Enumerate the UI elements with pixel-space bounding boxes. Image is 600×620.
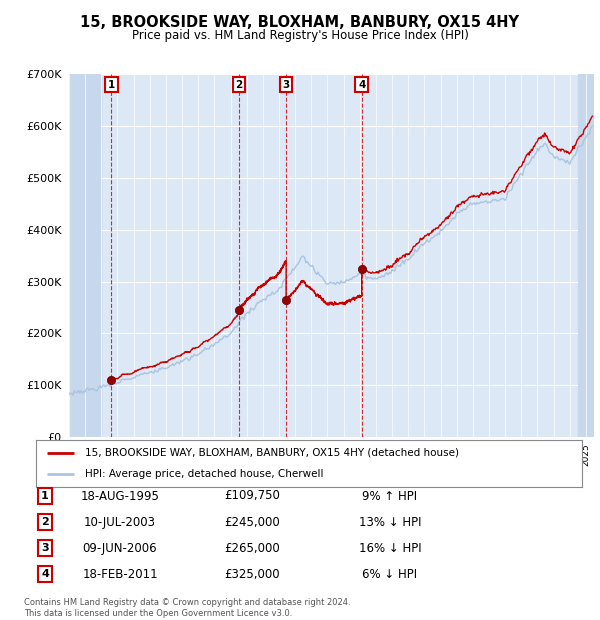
Bar	[69, 74, 101, 437]
Text: 3: 3	[283, 80, 290, 90]
Text: 09-JUN-2006: 09-JUN-2006	[83, 542, 157, 554]
Text: 1: 1	[41, 491, 49, 501]
Text: 4: 4	[358, 80, 365, 90]
Text: 18-FEB-2011: 18-FEB-2011	[82, 568, 158, 580]
Text: 2: 2	[235, 80, 242, 90]
Bar	[578, 74, 594, 437]
Text: 9% ↑ HPI: 9% ↑ HPI	[362, 490, 418, 502]
Text: 10-JUL-2003: 10-JUL-2003	[84, 516, 156, 528]
Text: £265,000: £265,000	[224, 542, 280, 554]
Text: 6% ↓ HPI: 6% ↓ HPI	[362, 568, 418, 580]
Text: Contains HM Land Registry data © Crown copyright and database right 2024.: Contains HM Land Registry data © Crown c…	[24, 598, 350, 607]
Bar	[69, 74, 101, 437]
Text: 3: 3	[41, 543, 49, 553]
Text: 16% ↓ HPI: 16% ↓ HPI	[359, 542, 421, 554]
Text: 15, BROOKSIDE WAY, BLOXHAM, BANBURY, OX15 4HY: 15, BROOKSIDE WAY, BLOXHAM, BANBURY, OX1…	[80, 16, 520, 30]
Bar	[578, 74, 594, 437]
Bar	[69, 74, 101, 437]
Text: £109,750: £109,750	[224, 490, 280, 502]
Text: £245,000: £245,000	[224, 516, 280, 528]
Text: 1: 1	[107, 80, 115, 90]
Text: £325,000: £325,000	[224, 568, 280, 580]
Text: HPI: Average price, detached house, Cherwell: HPI: Average price, detached house, Cher…	[85, 469, 323, 479]
Text: 4: 4	[41, 569, 49, 579]
Text: Price paid vs. HM Land Registry's House Price Index (HPI): Price paid vs. HM Land Registry's House …	[131, 30, 469, 42]
Text: This data is licensed under the Open Government Licence v3.0.: This data is licensed under the Open Gov…	[24, 609, 292, 618]
Text: 2: 2	[41, 517, 49, 527]
Text: 15, BROOKSIDE WAY, BLOXHAM, BANBURY, OX15 4HY (detached house): 15, BROOKSIDE WAY, BLOXHAM, BANBURY, OX1…	[85, 448, 459, 458]
Text: 18-AUG-1995: 18-AUG-1995	[80, 490, 160, 502]
Text: 13% ↓ HPI: 13% ↓ HPI	[359, 516, 421, 528]
